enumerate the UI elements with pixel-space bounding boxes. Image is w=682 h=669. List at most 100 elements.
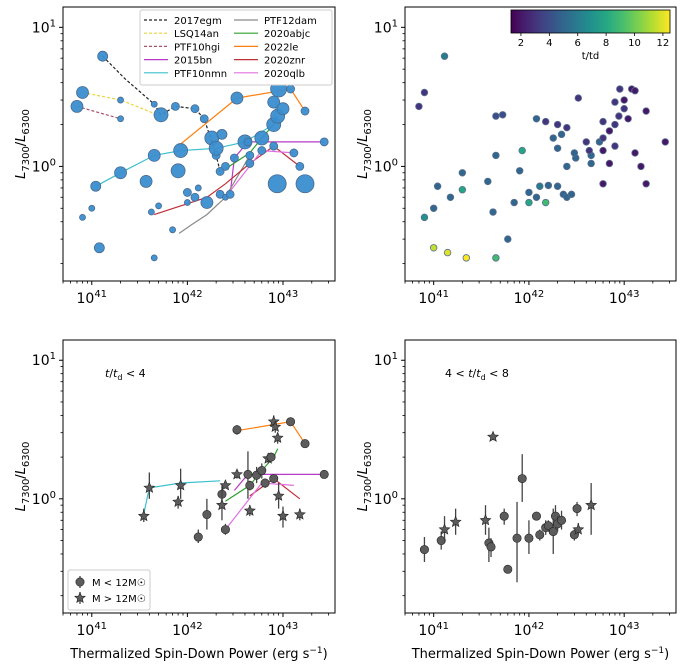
data-point <box>295 174 315 194</box>
data-point-star <box>269 420 282 433</box>
data-point <box>267 174 287 194</box>
data-point-star <box>293 508 306 520</box>
data-point <box>286 84 295 94</box>
data-point <box>97 50 109 62</box>
data-point <box>553 182 562 190</box>
data-point-circle <box>524 533 534 543</box>
data-point <box>190 192 200 202</box>
data-point <box>541 117 550 126</box>
data-point-circle <box>245 480 255 490</box>
data-point-star <box>277 509 289 522</box>
data-point-circle <box>243 469 253 479</box>
data-point <box>254 130 270 146</box>
data-point-star <box>479 514 492 526</box>
legend-label-PTF10nmn: PTF10nmn <box>174 69 227 80</box>
data-point <box>429 244 438 252</box>
data-point-circle <box>269 474 279 484</box>
data-point <box>563 123 571 132</box>
colorbar-tick-label: 6 <box>575 38 581 49</box>
data-point <box>276 102 290 116</box>
data-point-circle <box>220 525 230 535</box>
panel-top-right: 1041 1042 1043 100 101 L7300/L6300 2 4 6 8 10 12 t/t… <box>356 6 677 307</box>
data-point-circle <box>572 504 582 514</box>
data-point <box>295 162 305 171</box>
legend-label-2022le: 2022le <box>264 42 298 53</box>
x-tick-label: 1041 <box>76 621 107 639</box>
data-point <box>492 151 500 160</box>
data-point <box>616 85 624 93</box>
data-point-circle <box>436 536 446 546</box>
data-point-circle <box>503 564 513 574</box>
data-point <box>492 112 500 120</box>
data-point <box>150 100 158 108</box>
colorbar <box>510 9 671 34</box>
data-point <box>420 88 429 97</box>
data-point <box>563 162 571 171</box>
data-point <box>155 202 163 210</box>
data-point <box>319 137 329 147</box>
data-point <box>504 235 512 243</box>
data-point <box>574 94 583 102</box>
data-point <box>637 162 645 171</box>
data-point <box>117 96 124 104</box>
plot-frame <box>62 6 336 282</box>
data-point <box>585 146 593 155</box>
x-tick-label: 1041 <box>418 621 449 639</box>
data-point <box>433 182 442 190</box>
data-point-circle <box>543 521 553 531</box>
data-point <box>631 149 639 157</box>
data-point <box>642 180 650 188</box>
data-point <box>498 111 507 119</box>
x-tick-label: 1042 <box>514 621 545 639</box>
legend-label-2015bn: 2015bn <box>174 56 212 67</box>
data-point <box>611 142 619 150</box>
data-point-circle <box>232 425 242 435</box>
legend-box <box>67 569 151 611</box>
data-point <box>553 144 562 152</box>
data-point <box>611 120 619 129</box>
data-point <box>599 146 607 155</box>
data-point-star <box>272 489 285 501</box>
x-tick-label: 1042 <box>172 289 203 307</box>
data-point <box>446 193 455 201</box>
data-point <box>93 242 105 254</box>
colorbar-tick-label: 2 <box>518 38 524 49</box>
x-tick-label: 1041 <box>76 289 107 307</box>
y-axis-label: L7300/L6300 <box>14 442 32 512</box>
y-tick-label: 101 <box>32 18 56 36</box>
data-point-star <box>572 523 585 535</box>
data-point <box>90 180 102 192</box>
data-point <box>117 115 124 123</box>
data-point-circle <box>193 532 203 542</box>
data-point-circle <box>266 452 276 462</box>
panel-bottom-right: 1041 1042 1043 100 101 L7300/L6300 Thermalized… <box>356 339 677 662</box>
data-point <box>532 193 541 201</box>
legend-label: M > 12M☉ <box>92 594 146 605</box>
legend-marker-circle <box>75 577 85 587</box>
data-point <box>570 149 579 157</box>
data-point <box>194 184 202 192</box>
data-point <box>462 254 470 262</box>
data-point-circle <box>535 530 545 540</box>
panel-bottom-left: 1041 1042 1043 100 101 L7300/L6300 Thermalized… <box>14 339 336 662</box>
data-point <box>230 91 244 105</box>
y-tick-label: 100 <box>32 490 56 508</box>
data-point <box>429 204 438 212</box>
data-point-circle <box>419 545 429 555</box>
data-point <box>525 198 533 207</box>
x-tick-label: 1043 <box>609 289 640 307</box>
data-point-star <box>137 509 150 522</box>
data-point <box>182 188 192 197</box>
y-tick-label: 101 <box>374 351 398 369</box>
data-point <box>171 102 180 111</box>
data-point <box>605 159 614 168</box>
legend-label-2020qlb: 2020qlb <box>264 69 305 80</box>
data-point <box>631 87 639 95</box>
data-point-circle <box>499 511 509 521</box>
data-point <box>257 146 267 155</box>
x-tick-label: 1042 <box>172 621 203 639</box>
series-line-PTF12dam <box>178 155 251 234</box>
data-point-circle <box>548 527 558 537</box>
data-point <box>458 186 467 194</box>
